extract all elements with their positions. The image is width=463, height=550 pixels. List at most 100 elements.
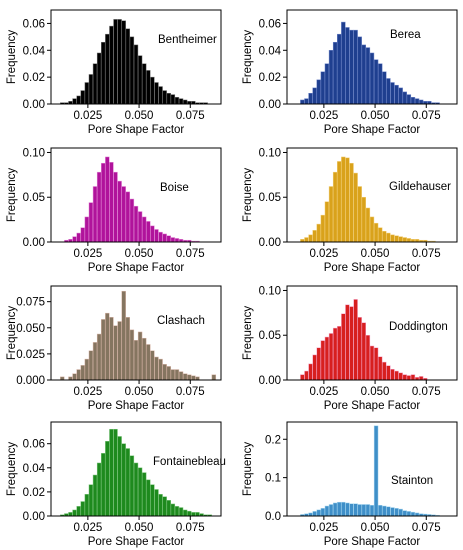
histogram-bar <box>357 36 362 105</box>
histogram-bar <box>92 474 98 517</box>
histogram-bar <box>182 99 188 105</box>
histogram-bar <box>84 216 90 243</box>
y-tick-label: 0.00 <box>23 511 45 523</box>
y-axis-label: Frequency <box>242 306 254 361</box>
histogram-bar <box>88 74 94 105</box>
histogram-bar <box>410 97 416 105</box>
histogram-bar <box>390 507 395 517</box>
histogram-bar <box>76 506 81 517</box>
y-axis-label: Frequency <box>242 168 254 223</box>
histogram-bar <box>332 502 338 517</box>
y-axis-label: Frequency <box>6 442 18 497</box>
y-axis-label: Frequency <box>242 442 254 497</box>
histogram-bar <box>72 98 77 105</box>
histogram-bar <box>133 44 139 105</box>
histogram-bar <box>162 364 167 381</box>
x-axis-label: Pore Shape Factor <box>88 536 185 548</box>
histogram-bar <box>154 356 159 381</box>
x-tick-label: 0.025 <box>309 522 338 534</box>
x-tick-label: 0.075 <box>176 110 205 122</box>
histogram-bar <box>332 41 338 105</box>
bar-series <box>60 19 208 105</box>
histogram-bar <box>328 504 334 517</box>
y-axis-label: Frequency <box>6 30 18 85</box>
histogram-bar <box>195 512 200 517</box>
histogram-bar <box>390 234 395 243</box>
histogram-bar <box>84 82 90 105</box>
panel-title: Doddington <box>389 321 448 333</box>
histogram-bar <box>129 198 135 243</box>
y-tick-label: 0.06 <box>23 18 45 30</box>
histogram-bar <box>80 227 85 243</box>
histogram-bar <box>72 373 77 381</box>
histogram-bar <box>341 21 346 105</box>
histogram-bar <box>332 327 338 381</box>
histogram-bar <box>96 333 102 381</box>
histogram-bar <box>174 369 180 381</box>
histogram-bar <box>105 33 110 105</box>
histogram-bar <box>406 94 412 105</box>
histogram-bar <box>88 484 94 517</box>
histogram-bar <box>398 508 403 517</box>
histogram-bar <box>394 508 399 517</box>
y-tick-label: 0.10 <box>259 147 281 159</box>
histogram-bar <box>369 216 375 243</box>
y-tick-label: 0.000 <box>16 375 45 387</box>
histogram-bar <box>373 59 379 105</box>
histogram-bar <box>402 91 407 105</box>
histogram-bar <box>308 363 313 381</box>
histogram-bar <box>357 504 362 517</box>
histogram-bar <box>378 63 383 105</box>
histogram-bar <box>312 511 317 517</box>
histogram-bar <box>406 375 412 381</box>
histogram-bar <box>174 506 180 517</box>
histogram-bar <box>72 509 77 517</box>
histogram-bar <box>117 19 122 105</box>
histogram-bar <box>365 504 371 517</box>
histogram-bar <box>365 47 371 105</box>
histogram-panel-5: 0.025 0.050 0.075 0.000 0.025 0.050 0.075 Pore … <box>6 285 222 412</box>
histogram-bar <box>162 233 167 243</box>
histogram-bar <box>129 455 135 517</box>
histogram-bar <box>154 229 159 243</box>
histogram-bar <box>382 71 387 105</box>
histogram-bar <box>96 52 102 105</box>
axes-frame <box>286 285 458 381</box>
histogram-bar <box>337 326 342 381</box>
histogram-bar <box>105 156 110 243</box>
histogram-bar <box>178 98 184 105</box>
y-tick-label: 0.00 <box>259 99 281 111</box>
histogram-bar <box>146 221 151 243</box>
histogram-bar <box>170 94 176 105</box>
histogram-bar <box>402 237 407 243</box>
x-tick-label: 0.025 <box>309 248 338 260</box>
panel-title: Fontainebleau <box>153 456 226 468</box>
histogram-bar <box>349 29 354 105</box>
histogram-bar <box>373 425 379 517</box>
histogram-bar <box>154 82 159 105</box>
histogram-bar <box>382 505 387 517</box>
histogram-bar <box>300 374 305 381</box>
bar-series <box>300 21 440 105</box>
histogram-bar <box>101 319 106 381</box>
histogram-bar <box>378 356 383 381</box>
axes-frame <box>286 421 458 517</box>
histogram-bar <box>328 50 334 105</box>
histogram-bar <box>320 508 326 517</box>
histogram-bar <box>353 299 358 381</box>
y-tick-label: 0.025 <box>16 349 45 361</box>
histogram-bar <box>349 503 354 517</box>
histogram-bar <box>382 361 387 381</box>
histogram-bar <box>394 370 399 381</box>
histogram-bar <box>129 329 135 381</box>
histogram-bar <box>386 365 391 381</box>
x-tick-label: 0.050 <box>361 110 390 122</box>
histogram-bar <box>410 374 416 381</box>
histogram-bar <box>394 235 399 243</box>
histogram-bar <box>398 87 403 105</box>
histogram-bar <box>146 70 151 105</box>
histogram-bar <box>162 496 167 517</box>
histogram-bar <box>328 333 334 381</box>
x-axis-label: Pore Shape Factor <box>88 124 185 136</box>
